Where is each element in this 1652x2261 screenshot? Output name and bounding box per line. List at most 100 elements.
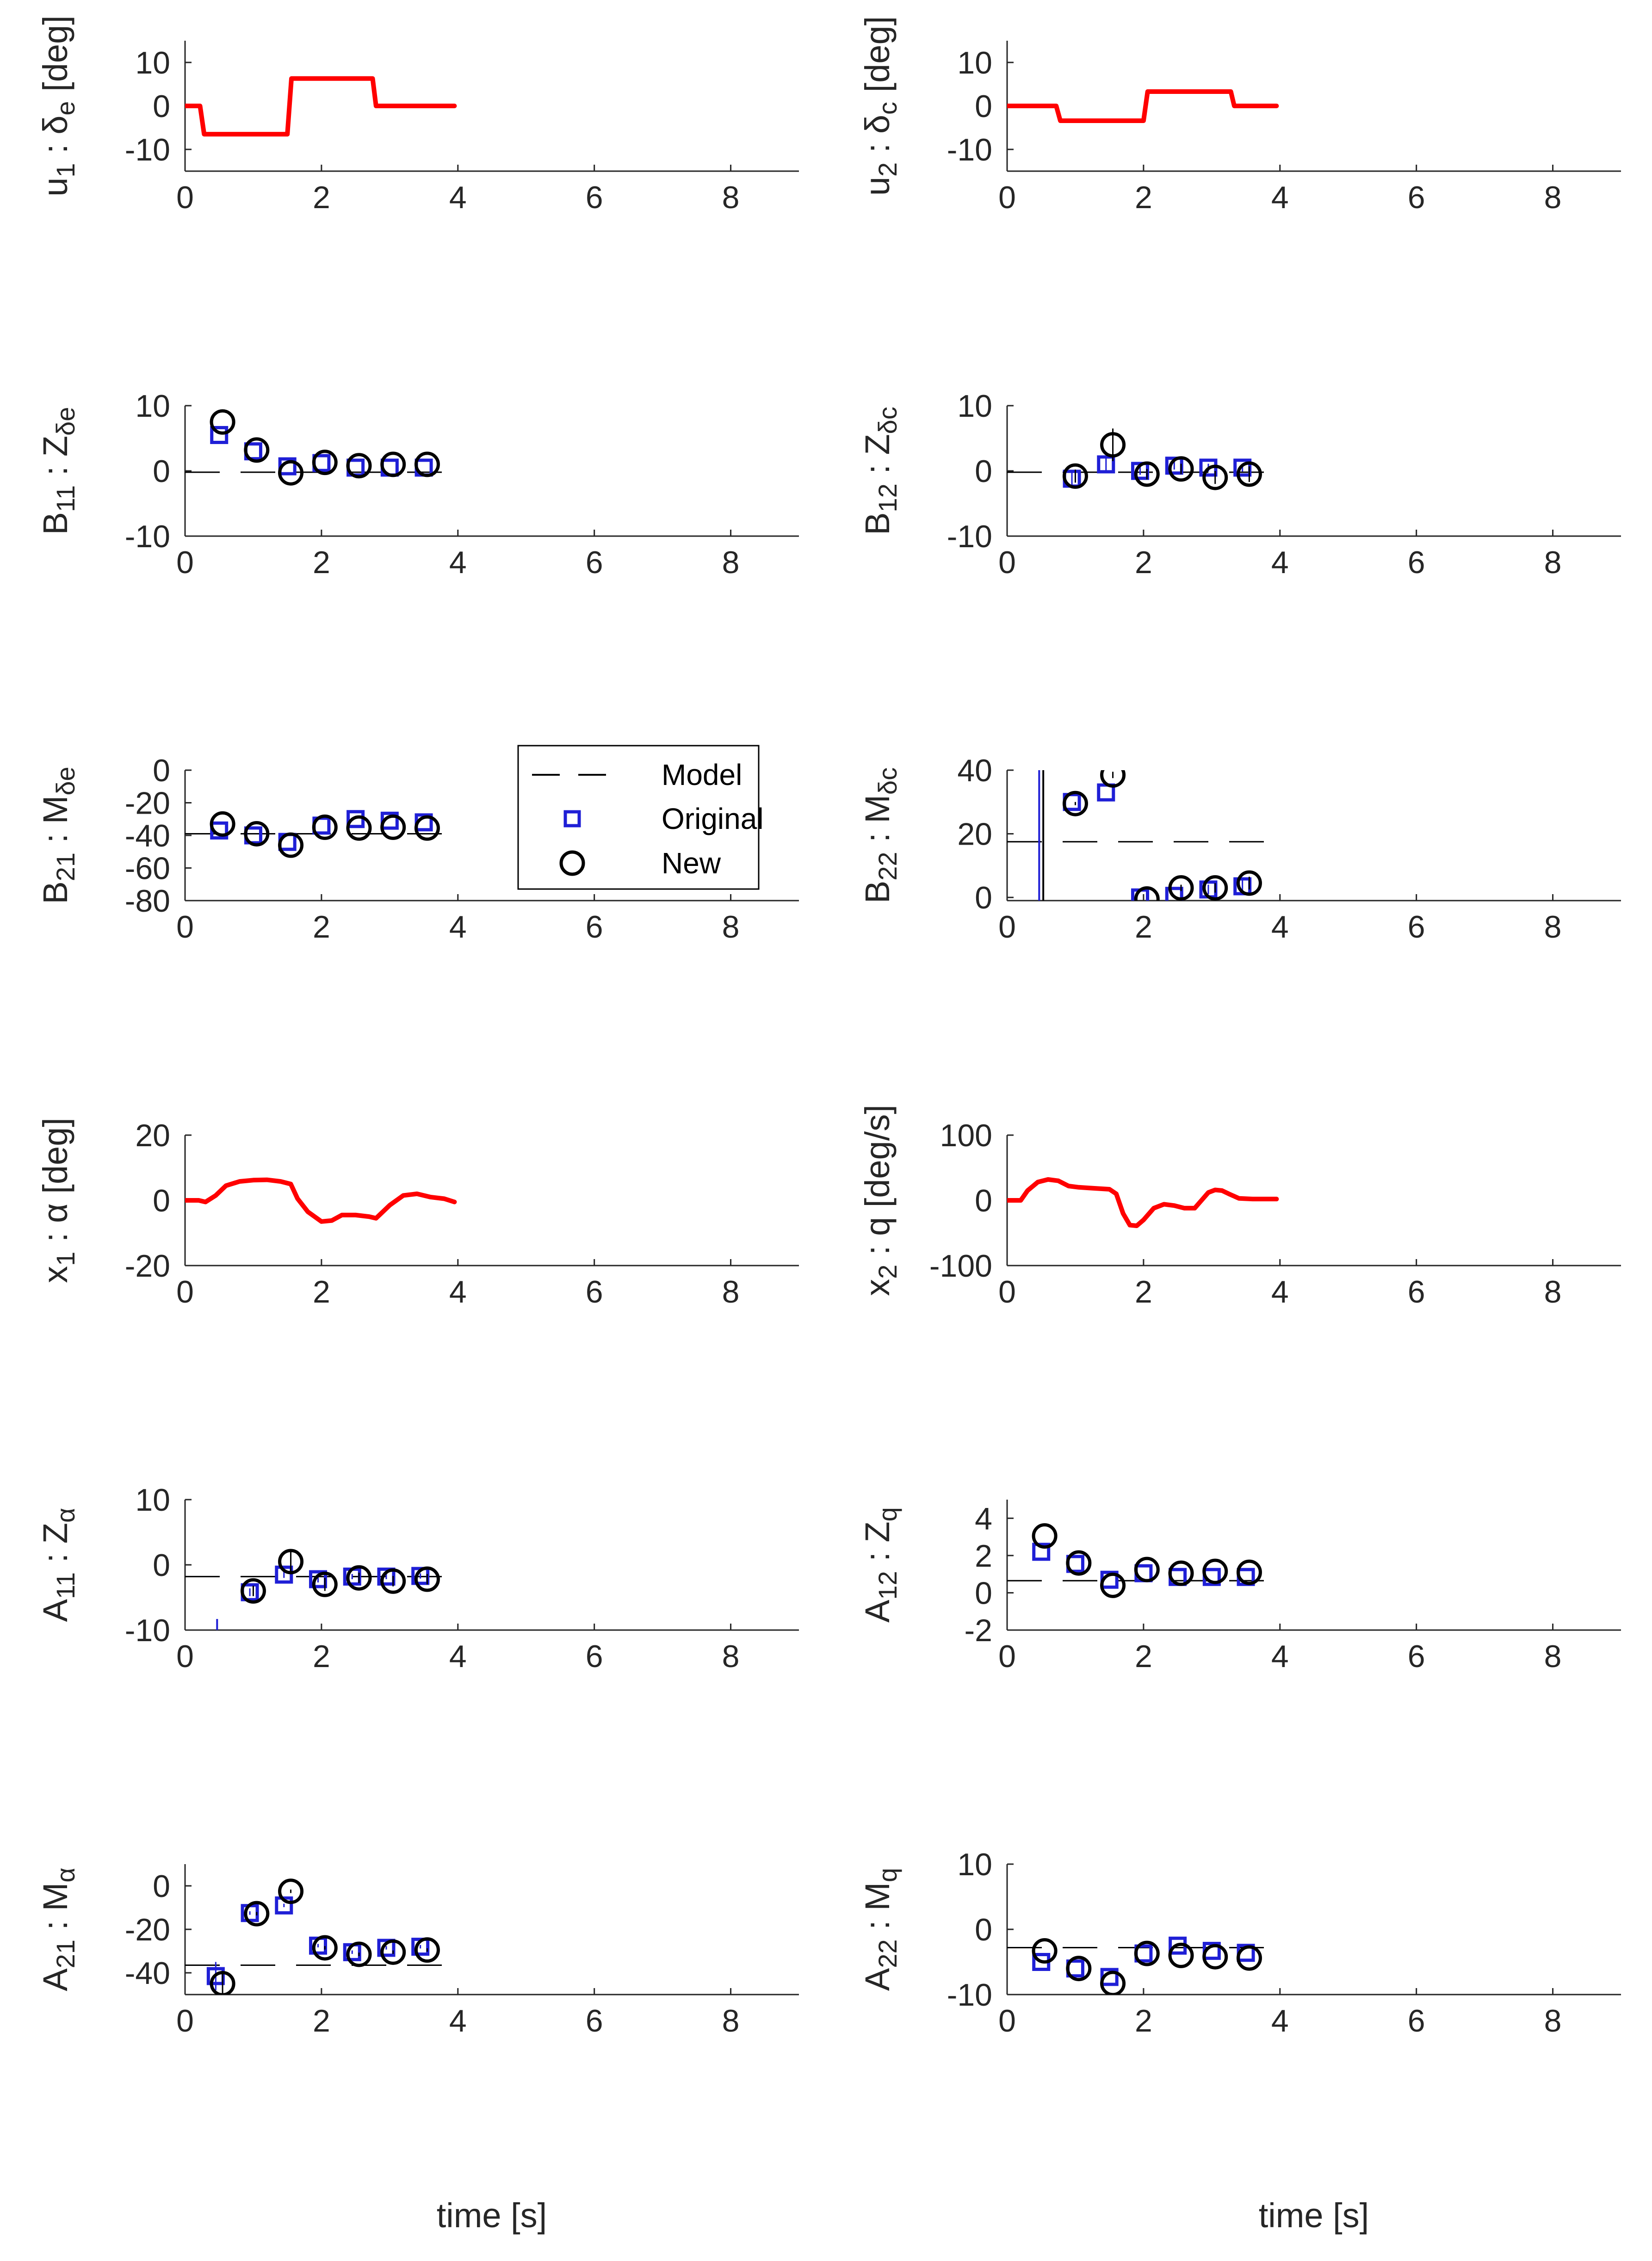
y-tick-label: 2 [975,1538,992,1574]
x-tick-label: 2 [313,180,330,215]
x-tick-label: 4 [449,180,467,215]
y-tick-label: 10 [135,389,170,424]
new-point [278,1549,304,1575]
y-tick-label: 20 [957,817,992,852]
y-axis-label-subscript: 12 [873,1571,902,1600]
y-axis-label-part: : α [deg] [36,1118,74,1252]
y-axis-label-subscript: α [51,1508,80,1523]
x-tick-label: 0 [176,180,194,215]
data-layer [1007,1936,1280,1995]
new-point [1168,875,1194,901]
y-axis-label-part: x [36,1266,74,1283]
y-tick-label: -20 [125,1248,170,1284]
y-tick-label: 0 [153,454,170,489]
y-tick-label: 10 [957,1847,992,1882]
xlabel-left: time [s] [437,2196,547,2235]
new-point [1100,770,1126,788]
series-line [185,76,457,137]
y-axis-label-part: B [858,513,897,535]
new-point [1062,791,1088,816]
y-tick-label: -10 [947,132,992,167]
y-tick-label: 100 [940,1118,992,1153]
original-point [1097,455,1115,474]
new-point [414,451,440,477]
y-tick-label: 0 [153,1869,170,1904]
data-layer [185,1549,458,1630]
y-axis-label-subscript: 1 [51,1252,80,1266]
legend-box [517,745,760,890]
series-line [1007,89,1279,123]
xlabel-right: time [s] [1259,2196,1369,2235]
new-point [278,1878,304,1904]
series-line [1007,1177,1279,1228]
y-axis-label-part: [deg] [858,16,897,102]
x-tick-label: 0 [998,180,1016,215]
y-axis-label-subscript: 12 [873,483,902,512]
y-axis-label-part: u [36,178,74,197]
x-tick-label: 2 [1135,909,1152,945]
data-layer [185,76,457,137]
legend-original-marker [563,810,581,828]
panel-A21: 0 2 4 6 8 -40 -20 0 A21 : Mα [36,1864,799,2039]
x-tick-label: 8 [1544,1274,1562,1310]
x-tick-label: 8 [722,1274,740,1310]
y-axis-label-subscript: δc [873,407,902,434]
data-layer [185,1878,458,1995]
new-point [244,1901,270,1927]
x-tick-label: 4 [1271,909,1289,945]
x-tick-label: 6 [1408,909,1425,945]
data-layer [1007,1177,1279,1228]
new-point [1168,1560,1194,1586]
new-point [312,450,338,476]
x-tick-label: 2 [1135,2003,1152,2039]
y-tick-label: -10 [125,1613,170,1648]
y-tick-label: -2 [965,1613,992,1648]
y-axis-label-subscript: δe [51,766,80,795]
legend-model-label: Model [662,758,742,791]
data-layer [1007,428,1280,490]
x-tick-label: 4 [449,1639,467,1674]
y-axis-label-part: B [858,881,897,903]
x-tick-label: 0 [998,1274,1016,1310]
x-tick-label: 8 [722,545,740,580]
new-point [1236,1945,1262,1971]
y-axis-label: x2 : q [deg/s] [858,1105,902,1296]
y-tick-label: 10 [135,1483,170,1518]
x-tick-label: 2 [1135,545,1152,580]
y-axis-label-subscript: α [51,1867,80,1882]
original-point [1032,1543,1051,1561]
data-layer [185,409,458,486]
y-tick-label: 0 [975,1183,992,1218]
new-point [1066,1956,1092,1982]
new-point [210,1971,235,1995]
y-axis-label-subscript: δc [873,767,902,795]
y-tick-label: 0 [975,1912,992,1947]
x-tick-label: 8 [1544,909,1562,945]
legend-new-marker [559,850,585,876]
y-tick-label: -10 [125,132,170,167]
original-point [377,1939,396,1957]
y-tick-label: -60 [125,851,170,886]
new-point [1202,1558,1228,1584]
y-axis-label-subscript: 1 [51,163,80,177]
new-point [1236,461,1262,487]
data-layer [185,810,458,858]
y-axis-label-part: : q [deg/s] [858,1105,897,1265]
x-tick-label: 2 [1135,180,1152,215]
new-point [1168,456,1194,482]
y-tick-label: -10 [125,519,170,554]
y-tick-label: -80 [125,883,170,919]
y-axis-label-part: : M [36,1883,74,1940]
y-axis-label-subscript: q [873,1507,902,1521]
y-axis-label-subscript: c [873,102,902,115]
y-axis-label-subscript: e [51,101,80,115]
x-tick-label: 2 [1135,1639,1152,1674]
x-tick-label: 2 [313,1639,330,1674]
y-axis-label: B22 : Mδc [858,767,902,903]
y-axis-label: u2 : δc [deg] [858,16,902,196]
